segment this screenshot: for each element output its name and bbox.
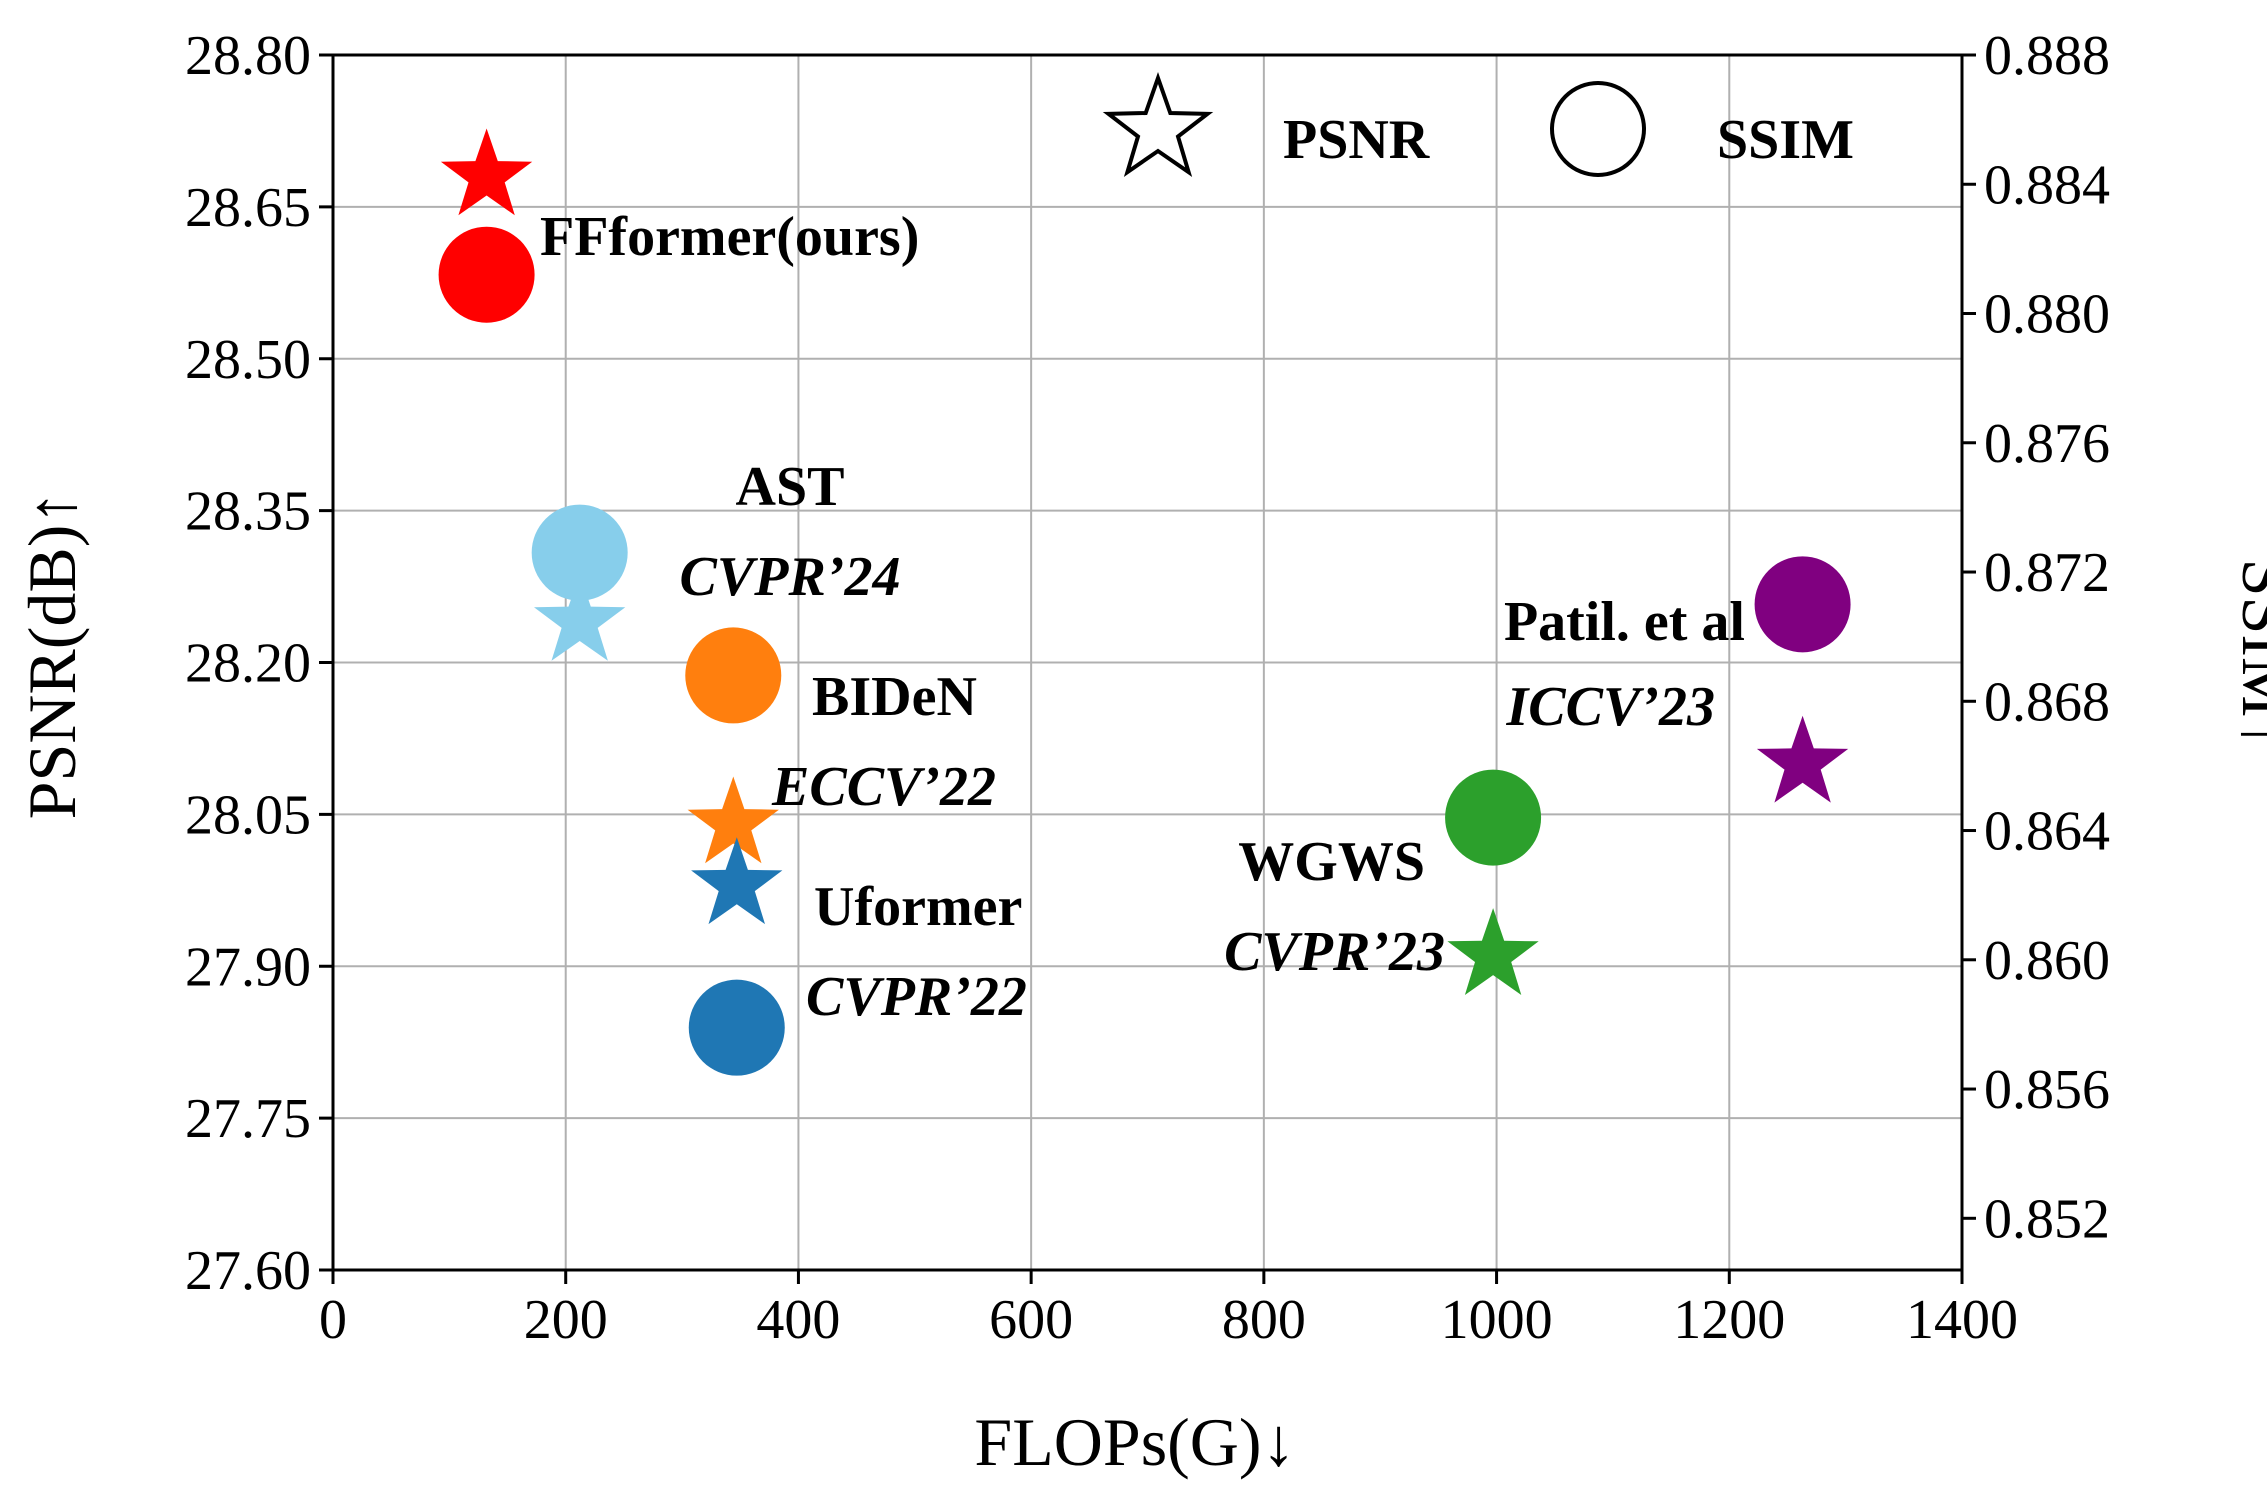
y-right-tick-label: 0.884 bbox=[1984, 154, 2110, 216]
data-marks bbox=[438, 128, 1851, 1076]
ssim-point-wgws bbox=[1445, 769, 1542, 866]
y-left-tick-label: 27.90 bbox=[185, 936, 311, 998]
y-right-tick-label: 0.864 bbox=[1984, 801, 2110, 863]
legend: PSNR SSIM bbox=[1102, 71, 1854, 177]
y-left-tick-label: 28.05 bbox=[185, 784, 311, 846]
y-axis-left-title: PSNR(dB)↑ bbox=[14, 491, 90, 820]
legend-star-marker bbox=[1102, 71, 1214, 177]
x-tick-label: 800 bbox=[1222, 1289, 1306, 1351]
ssim-point-ast bbox=[531, 504, 628, 601]
y-left-tick-label: 28.35 bbox=[185, 481, 311, 543]
ssim-point-biden bbox=[685, 627, 782, 724]
y-right-tick-label: 0.856 bbox=[1984, 1059, 2110, 1121]
x-tick-label: 200 bbox=[524, 1289, 608, 1351]
label-venue-biden: ECCV’22 bbox=[771, 756, 996, 818]
x-tick-label: 400 bbox=[756, 1289, 840, 1351]
psnr-point-ffformer-ours bbox=[440, 128, 533, 216]
x-axis-title: FLOPs(G)↓ bbox=[974, 1404, 1295, 1480]
y-left-tick-label: 27.60 bbox=[185, 1240, 311, 1302]
x-tick-label: 600 bbox=[989, 1289, 1073, 1351]
y-right-tick-label: 0.888 bbox=[1984, 25, 2110, 87]
ssim-point-uformer bbox=[688, 979, 785, 1076]
y-right-tick-label: 0.880 bbox=[1984, 284, 2110, 346]
x-tick-label: 1000 bbox=[1441, 1289, 1553, 1351]
y-right-tick-label: 0.852 bbox=[1984, 1188, 2110, 1250]
psnr-point-patil-et-al bbox=[1756, 715, 1849, 803]
label-name-patil-et-al: Patil. et al bbox=[1504, 591, 1745, 653]
psnr-point-biden bbox=[687, 776, 779, 864]
label-venue-uformer: CVPR’22 bbox=[806, 966, 1027, 1028]
legend-circle-marker bbox=[1550, 81, 1646, 177]
x-tick-label: 1400 bbox=[1906, 1289, 2018, 1351]
legend-ssim-label: SSIM bbox=[1717, 109, 1854, 171]
ssim-point-ffformer-ours bbox=[438, 226, 535, 323]
x-tick-label: 0 bbox=[319, 1289, 347, 1351]
y-left-tick-label: 27.75 bbox=[185, 1088, 311, 1150]
point-labels: FFformer(ours) AST CVPR’24 BIDeN ECCV’22 Ufor… bbox=[540, 206, 1745, 1028]
y-right-tick-label: 0.872 bbox=[1984, 542, 2110, 604]
y-left-tick-label: 28.50 bbox=[185, 329, 311, 391]
label-venue-patil-et-al: ICCV’23 bbox=[1506, 676, 1716, 738]
y-right-tick-label: 0.860 bbox=[1984, 930, 2110, 992]
ssim-point-patil-et-al bbox=[1754, 556, 1851, 653]
y-left-tick-label: 28.80 bbox=[185, 25, 311, 87]
y-left-tick-label: 28.20 bbox=[185, 633, 311, 695]
y-axis-right-title: SSIM↑ bbox=[2228, 559, 2267, 752]
psnr-point-ast bbox=[534, 574, 626, 661]
y-right-tick-label: 0.868 bbox=[1984, 671, 2110, 733]
axis-ticks: 0 200 400 600 800 1000 1200 1400 27.60 27.75 27.90… bbox=[185, 25, 2110, 1351]
legend-psnr-label: PSNR bbox=[1283, 109, 1430, 171]
label-name-ffformer-ours: FFformer(ours) bbox=[540, 206, 919, 268]
label-name-ast: AST bbox=[736, 456, 845, 518]
x-tick-label: 1200 bbox=[1673, 1289, 1785, 1351]
label-name-wgws: WGWS bbox=[1238, 831, 1425, 893]
label-name-biden: BIDeN bbox=[812, 666, 977, 728]
psnr-point-uformer bbox=[691, 837, 783, 925]
label-venue-wgws: CVPR’23 bbox=[1224, 921, 1445, 983]
psnr-point-wgws bbox=[1447, 908, 1539, 995]
y-right-tick-label: 0.876 bbox=[1984, 413, 2110, 475]
label-venue-ast: CVPR’24 bbox=[680, 546, 901, 608]
label-name-uformer: Uformer bbox=[814, 876, 1022, 938]
y-left-tick-label: 28.65 bbox=[185, 177, 311, 239]
